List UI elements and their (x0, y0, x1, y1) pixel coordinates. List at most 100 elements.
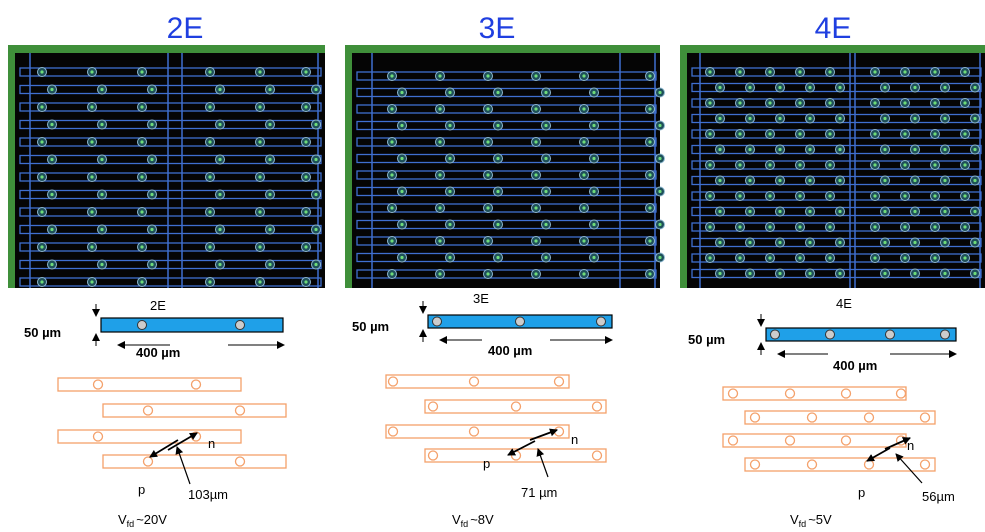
layout-dot (50, 123, 53, 126)
vfd-symbol: V (118, 512, 127, 527)
layout-dot (738, 101, 741, 104)
vfd-label: Vfd~5V (790, 512, 832, 529)
layout-dot (963, 101, 966, 104)
layout-dot (100, 228, 103, 231)
layout-dot (768, 256, 771, 259)
pixel-diagram (723, 387, 935, 483)
layout-dot (534, 107, 537, 110)
layout-dot (438, 206, 441, 209)
layout-dot (486, 74, 489, 77)
layout-dot (50, 228, 53, 231)
layout-dot (50, 88, 53, 91)
layout-dot (903, 225, 906, 228)
layout-dot (738, 70, 741, 73)
layout-dot (40, 175, 43, 178)
layout-dot (258, 210, 261, 213)
layout-dot (883, 241, 886, 244)
orange-pad (865, 460, 874, 469)
layout-dot (933, 225, 936, 228)
layout-dot (943, 179, 946, 182)
layout-dot (448, 157, 451, 160)
pitch-arrow (867, 448, 890, 461)
layout-dot (90, 175, 93, 178)
layout-dot (150, 88, 153, 91)
layout-dot (808, 179, 811, 182)
layout-dot (748, 241, 751, 244)
layout-dot (448, 124, 451, 127)
layout-dot (218, 228, 221, 231)
layout-border-top (8, 45, 325, 53)
layout-dot (534, 206, 537, 209)
layout-dot (100, 263, 103, 266)
layout-dot (943, 210, 946, 213)
layout-dot (582, 173, 585, 176)
strip-pad (886, 330, 895, 339)
layout-dot (258, 175, 261, 178)
layout-dot (748, 117, 751, 120)
layout-dot (544, 223, 547, 226)
layout-dot (592, 190, 595, 193)
blue-strip (766, 328, 956, 341)
layout-dot (100, 158, 103, 161)
p-label: p (483, 456, 490, 471)
layout-dot (496, 223, 499, 226)
orange-pad (921, 460, 930, 469)
height-label: 50 µm (688, 332, 725, 347)
orange-pad (593, 402, 602, 411)
layout-dot (390, 206, 393, 209)
layout-dot (258, 280, 261, 283)
layout-dot (648, 74, 651, 77)
vfd-label: Vfd~20V (118, 512, 167, 529)
layout-dot (304, 105, 307, 108)
layout-dot (913, 241, 916, 244)
layout-dot (708, 163, 711, 166)
layout-dot (40, 105, 43, 108)
layout-dot (708, 256, 711, 259)
layout-dot (648, 173, 651, 176)
layout-border-left (345, 45, 352, 288)
pitch-label: 103µm (188, 487, 228, 502)
layout-dot (648, 206, 651, 209)
layout-dot (50, 263, 53, 266)
layout-dot (798, 256, 801, 259)
panel-title: 4E (815, 12, 852, 45)
layout-dot (738, 225, 741, 228)
vfd-value: ~8V (470, 512, 494, 527)
layout-dot (883, 210, 886, 213)
layout-dot (973, 241, 976, 244)
layout-dot (933, 256, 936, 259)
orange-strip (723, 387, 906, 400)
layout-dot (778, 86, 781, 89)
layout-dot (582, 272, 585, 275)
orange-pad (729, 436, 738, 445)
layout-dot (828, 194, 831, 197)
n-label: n (907, 438, 914, 453)
layout-dot (100, 193, 103, 196)
diagrams (58, 301, 956, 484)
orange-pad (470, 427, 479, 436)
layout-dot (913, 272, 916, 275)
strip-pad (826, 330, 835, 339)
layout-dot (400, 91, 403, 94)
layout-dot (808, 117, 811, 120)
layout-dot (496, 157, 499, 160)
pointer-arrow (538, 449, 548, 477)
layout-dot (718, 241, 721, 244)
layout-dot (208, 140, 211, 143)
layout-dot (778, 241, 781, 244)
layout-dot (496, 91, 499, 94)
layout-border-top (345, 45, 660, 53)
figure: 2E 3E 4E 2E 50 µm 400 µm n p 103µm Vfd~2… (0, 0, 985, 532)
length-label: 400 µm (136, 345, 180, 360)
layout-dot (150, 193, 153, 196)
layout-dot (708, 132, 711, 135)
layout-dot (873, 194, 876, 197)
orange-pad (842, 436, 851, 445)
layout-dot (592, 256, 595, 259)
layout-dot (973, 117, 976, 120)
strip-pad (236, 321, 245, 330)
layout-dot (658, 91, 661, 94)
layout-dot (582, 107, 585, 110)
layout-dot (973, 148, 976, 151)
layout-dot (218, 263, 221, 266)
